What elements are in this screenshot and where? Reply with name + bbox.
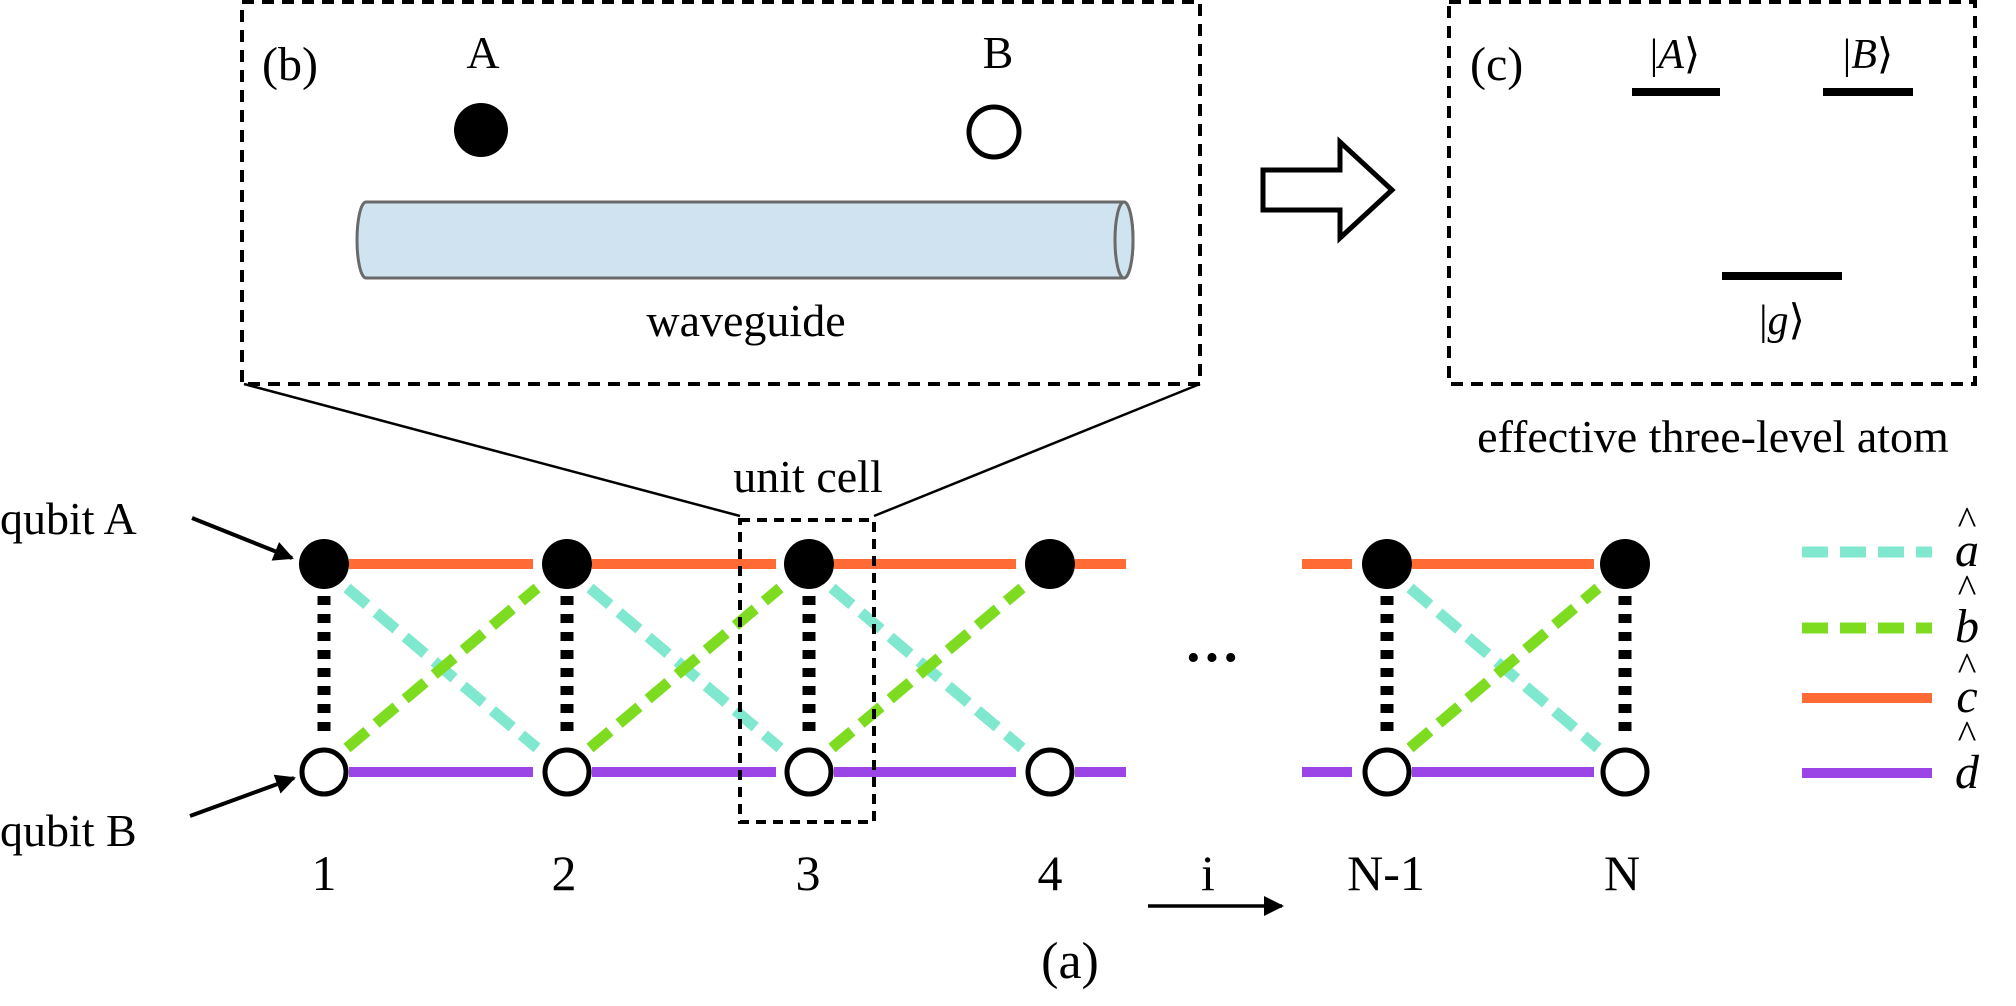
- atom-b-open: [966, 104, 1022, 160]
- coupling-rungs: [317, 596, 1632, 740]
- site-label: 1: [312, 845, 337, 901]
- legend-item-c: ^ c: [1802, 644, 1978, 723]
- qubit-a-arrow-icon: [191, 516, 294, 561]
- panel-b-frame: [240, 0, 1202, 386]
- level-b-label: |B⟩: [1843, 32, 1893, 78]
- panel-a-label: (a): [1041, 933, 1099, 990]
- waveguide-cylinder: [355, 200, 1135, 280]
- legend: ^ a ^ b ^ c ^ d: [1802, 498, 1980, 799]
- panel-c-label: (c): [1470, 38, 1523, 91]
- ellipsis: ···: [1184, 627, 1240, 689]
- atom-a-label: A: [466, 27, 499, 78]
- panel-c: (c) |A⟩ |B⟩ |g⟩: [1447, 0, 1977, 386]
- site-label: 3: [796, 845, 821, 901]
- site-label: 2: [552, 845, 577, 901]
- site-label: N-1: [1347, 845, 1425, 901]
- mapping-arrow-icon: [1260, 136, 1396, 244]
- qubit-b-arrow-icon: [189, 774, 296, 818]
- zoom-line-right: [873, 382, 1201, 518]
- svg-text:^: ^: [1958, 566, 1977, 611]
- panel-b-label: (b): [262, 38, 318, 91]
- index-label: i: [1201, 845, 1215, 901]
- level-g-label: |g⟩: [1759, 298, 1805, 344]
- qubits-a: [299, 539, 1650, 589]
- panel-b: (b) A B waveguide: [240, 0, 1202, 386]
- atom-b-label: B: [983, 27, 1014, 78]
- svg-text:a: a: [1955, 524, 1979, 577]
- lattice: [299, 539, 1650, 797]
- panel-c-caption: effective three-level atom: [1477, 411, 1949, 462]
- qubit-a-label: qubit A: [0, 493, 137, 544]
- level-a-label: |A⟩: [1650, 32, 1700, 78]
- svg-text:d: d: [1955, 746, 1980, 799]
- atom-a-filled: [454, 103, 508, 157]
- site-label: 4: [1038, 845, 1063, 901]
- unit-cell-box: [738, 518, 876, 824]
- legend-item-d: ^ d: [1802, 712, 1980, 799]
- zoom-line-left: [243, 382, 741, 518]
- legend-item-b: ^ b: [1802, 566, 1979, 653]
- svg-text:^: ^: [1958, 712, 1977, 757]
- svg-text:^: ^: [1958, 644, 1977, 689]
- coupling-b-diagonals: [343, 583, 1602, 753]
- svg-text:b: b: [1955, 600, 1979, 653]
- site-label: N: [1604, 845, 1640, 901]
- panel-c-frame: [1447, 0, 1977, 386]
- unit-cell-label: unit cell: [733, 451, 882, 502]
- coupling-a-diagonals: [343, 583, 1602, 753]
- waveguide-label: waveguide: [646, 295, 845, 346]
- svg-text:^: ^: [1958, 498, 1977, 543]
- legend-item-a: ^ a: [1802, 498, 1979, 577]
- site-labels: 1 2 3 4 N-1 N: [312, 845, 1641, 901]
- svg-text:c: c: [1956, 670, 1977, 723]
- qubit-b-label: qubit B: [0, 805, 137, 856]
- qubits-b: [299, 747, 1650, 797]
